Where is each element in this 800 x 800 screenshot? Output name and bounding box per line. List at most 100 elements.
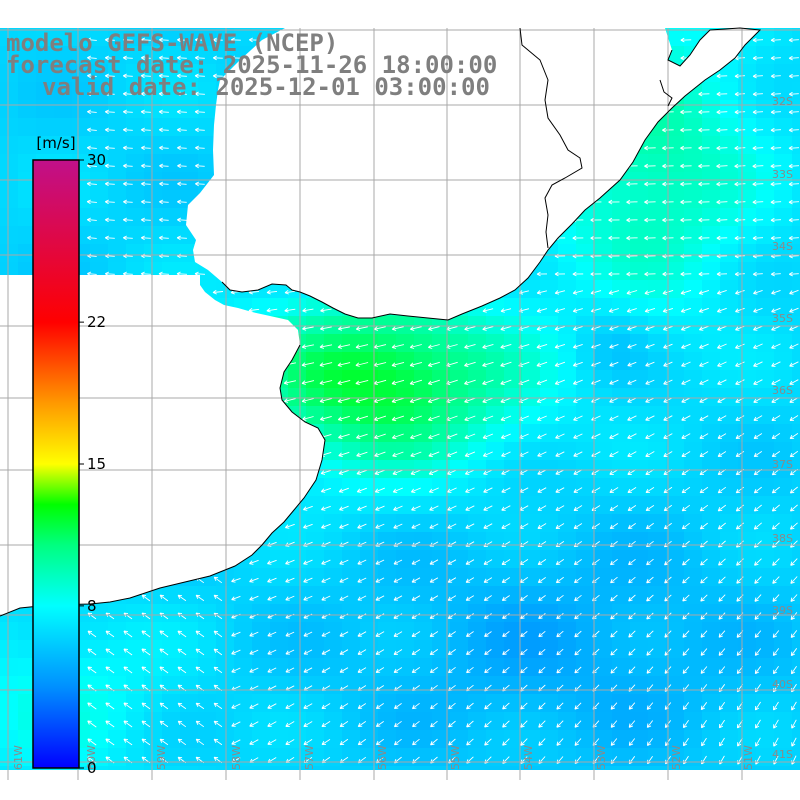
field-cell xyxy=(540,604,559,623)
wind-arrow xyxy=(735,451,745,458)
field-cell xyxy=(684,496,703,515)
field-cell xyxy=(288,514,307,533)
field-cell xyxy=(18,226,37,245)
field-cell xyxy=(792,244,800,263)
field-cell xyxy=(198,136,217,155)
field-cell xyxy=(666,496,685,515)
wind-arrow xyxy=(195,163,205,169)
field-cell xyxy=(540,712,559,731)
field-cell xyxy=(576,478,595,497)
field-cell xyxy=(648,388,667,407)
field-cell xyxy=(774,352,793,371)
field-cell xyxy=(594,712,613,731)
wind-arrow xyxy=(717,361,727,367)
wind-arrow xyxy=(410,487,421,493)
wind-arrow xyxy=(375,577,385,583)
field-cell xyxy=(792,154,800,173)
wind-arrow xyxy=(177,199,187,205)
wind-arrow xyxy=(789,343,799,349)
field-cell xyxy=(162,154,181,173)
field-cell xyxy=(18,118,37,137)
wind-arrow xyxy=(482,326,494,331)
wind-arrow xyxy=(556,702,564,710)
field-cell xyxy=(738,226,757,245)
wind-arrow xyxy=(574,648,582,656)
field-cell xyxy=(378,568,397,587)
wind-arrow xyxy=(718,612,726,620)
wind-arrow xyxy=(393,667,403,673)
field-cell xyxy=(180,694,199,713)
wind-arrow xyxy=(754,558,762,566)
wind-arrow xyxy=(410,451,422,458)
field-cell xyxy=(360,568,379,587)
field-cell xyxy=(612,712,631,731)
wind-arrow xyxy=(484,702,492,710)
field-cell xyxy=(90,136,109,155)
field-cell xyxy=(504,298,523,317)
wind-arrow xyxy=(141,648,151,656)
field-cell xyxy=(234,694,253,713)
wind-arrow xyxy=(628,720,636,728)
field-cell xyxy=(468,568,487,587)
wind-arrow xyxy=(699,415,709,421)
land-uruguay-brazil xyxy=(186,28,760,320)
field-cell xyxy=(630,694,649,713)
wind-arrow xyxy=(303,649,313,655)
field-cell xyxy=(756,442,775,461)
field-cell xyxy=(414,442,433,461)
wind-arrow xyxy=(572,271,584,277)
wind-arrow xyxy=(411,667,421,674)
field-cell xyxy=(162,712,181,731)
wind-arrow xyxy=(717,522,726,530)
field-cell xyxy=(540,658,559,677)
field-cell xyxy=(0,136,19,155)
wind-arrow xyxy=(500,326,512,331)
field-cell xyxy=(630,244,649,263)
wind-arrow xyxy=(140,91,151,97)
field-cell xyxy=(144,136,163,155)
wind-arrow xyxy=(554,379,565,385)
field-cell xyxy=(486,586,505,605)
field-cell xyxy=(702,622,721,641)
field-cell xyxy=(666,730,685,749)
wind-arrow xyxy=(231,631,241,637)
wind-arrow xyxy=(753,307,763,313)
field-cell xyxy=(666,226,685,245)
field-cell xyxy=(522,676,541,695)
field-cell xyxy=(684,334,703,353)
field-cell xyxy=(288,622,307,641)
wind-arrow xyxy=(411,523,421,529)
field-cell xyxy=(612,514,631,533)
wind-arrow xyxy=(122,91,133,97)
wind-arrow xyxy=(789,307,799,313)
field-cell xyxy=(324,532,343,551)
field-cell xyxy=(558,442,577,461)
field-cell xyxy=(504,514,523,533)
field-cell xyxy=(756,172,775,191)
wind-arrow xyxy=(140,37,151,43)
wind-arrow xyxy=(429,523,439,529)
field-cell xyxy=(18,154,37,173)
wind-arrow xyxy=(429,613,439,619)
wind-arrow xyxy=(393,523,403,529)
field-cell xyxy=(738,406,757,425)
field-cell xyxy=(504,442,523,461)
field-cell xyxy=(342,622,361,641)
field-cell xyxy=(342,514,361,533)
wind-arrow xyxy=(771,343,781,349)
wind-arrow xyxy=(626,199,638,205)
wind-arrow xyxy=(482,343,494,349)
field-cell xyxy=(594,568,613,587)
field-cell xyxy=(162,172,181,191)
field-cell xyxy=(522,604,541,623)
wind-arrow xyxy=(104,55,115,61)
field-cell xyxy=(522,370,541,389)
wind-arrow xyxy=(556,594,564,602)
field-cell xyxy=(432,496,451,515)
wind-arrow xyxy=(86,37,97,43)
field-cell xyxy=(720,172,739,191)
field-cell xyxy=(468,550,487,569)
field-cell xyxy=(702,190,721,209)
field-cell xyxy=(378,604,397,623)
wind-arrow xyxy=(159,163,169,169)
